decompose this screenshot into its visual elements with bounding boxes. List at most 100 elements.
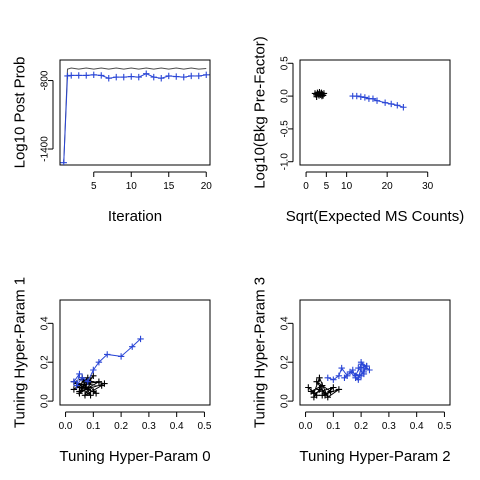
series-1-point <box>381 99 389 106</box>
series-0-line <box>307 376 340 398</box>
series-1-point <box>338 364 345 372</box>
series-1-point <box>73 382 80 389</box>
series-0-point <box>318 92 326 100</box>
series-1-point <box>113 73 120 81</box>
x-tick-label: 0.3 <box>382 421 396 432</box>
plot-area <box>305 359 373 401</box>
series-1-point <box>357 359 365 366</box>
series-1-point <box>135 73 142 81</box>
series-1-point <box>366 366 373 374</box>
series-1-point <box>373 97 381 104</box>
series-1-point <box>90 366 97 374</box>
series-1-point <box>388 100 395 108</box>
series-0-point <box>321 392 329 399</box>
series-1-point <box>355 374 362 381</box>
y-tick-label: 0.0 <box>280 89 291 103</box>
x-tick-label: 0.4 <box>410 421 424 432</box>
y-tick-label: -1400 <box>40 136 51 162</box>
x-tick-label: 0.3 <box>142 421 156 432</box>
plot-frame <box>299 299 451 406</box>
y-tick-label: 0.5 <box>280 56 291 70</box>
series-1-point <box>335 372 343 380</box>
y-axis-title: Log10 Post Prob <box>12 57 29 169</box>
series-0-point <box>335 386 343 393</box>
series-0-point <box>310 390 318 397</box>
series-0-point <box>81 392 89 399</box>
x-tick-label: 20 <box>382 181 394 192</box>
series-1-point <box>195 72 202 80</box>
series-1-point <box>143 70 150 77</box>
x-tick-label: 0.2 <box>114 421 128 432</box>
series-1-line <box>63 73 207 163</box>
series-0-point <box>70 386 78 393</box>
series-1-point <box>363 362 370 370</box>
x-tick-label: 0.5 <box>437 421 451 432</box>
x-tick-label: 15 <box>163 181 175 192</box>
series-1-point <box>120 73 127 81</box>
x-axis-title: Sqrt(Expected MS Counts) <box>286 208 464 225</box>
x-tick-label: 10 <box>341 181 353 192</box>
series-1-point <box>353 92 360 100</box>
x-tick-label: 0.5 <box>197 421 211 432</box>
series-0-point <box>87 392 94 399</box>
series-0-point <box>316 386 323 393</box>
series-1-point <box>165 72 172 80</box>
series-1-point <box>90 71 97 79</box>
series-1-point <box>330 376 337 383</box>
y-tick-label: 0.2 <box>280 355 291 369</box>
x-tick-label: 5 <box>91 181 97 192</box>
series-1-point <box>341 374 348 381</box>
x-tick-label: 20 <box>201 181 213 192</box>
series-0-point <box>95 378 103 385</box>
x-tick-label: 0.1 <box>326 421 340 432</box>
series-1-line <box>327 361 370 381</box>
series-1-point <box>84 378 91 385</box>
series-1-point <box>173 73 180 80</box>
series-0-point <box>313 378 320 385</box>
plot-frame <box>59 59 211 166</box>
y-tick-label: 0.4 <box>280 316 291 330</box>
series-1-point <box>117 353 125 360</box>
series-0-point <box>316 88 323 96</box>
chart-panel-0: 5 10 15 20 -1400 -800 Iteration Log10 Post Prob <box>12 57 213 225</box>
series-1-point <box>60 159 67 165</box>
series-0-point <box>90 388 97 395</box>
plot-frame <box>299 59 451 166</box>
series-1-point <box>76 370 83 378</box>
series-1-point <box>394 102 401 109</box>
y-tick-label: -800 <box>40 70 51 90</box>
series-1-point <box>98 72 105 79</box>
x-tick-label: 10 <box>126 181 138 192</box>
series-1-point <box>79 374 86 381</box>
series-0-point <box>84 386 91 393</box>
series-1-point <box>64 72 71 80</box>
series-1-point <box>203 71 210 79</box>
series-0-point <box>319 382 326 389</box>
series-0-point <box>327 388 334 395</box>
y-axis-title: Tuning Hyper-Param 1 <box>12 277 29 428</box>
series-1-point <box>180 73 187 81</box>
y-tick-label: 0.4 <box>40 316 51 330</box>
y-tick-label: 0.2 <box>40 355 51 369</box>
x-tick-label: 30 <box>422 181 434 192</box>
series-0-point <box>316 374 323 381</box>
series-0-point <box>90 372 97 380</box>
series-1-point <box>95 359 103 366</box>
chart-panel-3: 0.0 0.1 0.2 0.3 0.4 0.5 0.0 0.2 0.4 Tuning Hyper-… <box>252 277 452 465</box>
y-axis-title: Tuning Hyper-Param 3 <box>252 277 269 428</box>
x-tick-label: 0.1 <box>86 421 100 432</box>
series-0-line <box>63 67 207 163</box>
series-1-point <box>129 343 136 350</box>
x-tick-label: 0.4 <box>170 421 184 432</box>
series-1-point <box>188 72 195 80</box>
series-1-point <box>70 378 78 385</box>
chart-panel-1: 0 5 10 20 30 -1.0 -0.5 0.0 0.5 Sqrt(Expected MS C… <box>252 36 465 225</box>
x-axis-title: Iteration <box>108 208 162 225</box>
series-1-point <box>68 72 75 79</box>
series-1-point <box>75 72 82 79</box>
series-1-point <box>360 368 368 376</box>
y-tick-label: -1.0 <box>280 153 291 171</box>
series-0-point <box>305 384 312 391</box>
plot-area <box>60 67 210 165</box>
